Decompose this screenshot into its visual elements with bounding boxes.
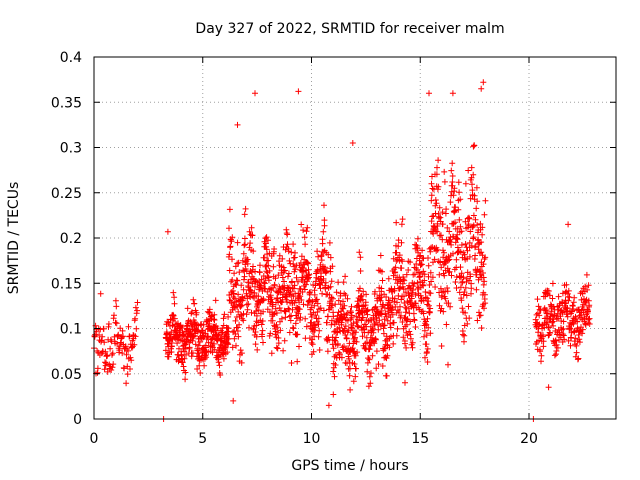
- y-tick-label: 0.15: [51, 276, 82, 292]
- y-tick-label: 0.4: [60, 50, 82, 66]
- x-tick-labels: 0 5 10 15 20: [90, 431, 538, 447]
- y-tick-label: 0.2: [60, 231, 82, 247]
- x-tick-label: 5: [198, 431, 207, 447]
- x-tick-label: 20: [520, 431, 538, 447]
- x-tick-label: 10: [303, 431, 321, 447]
- chart-title: Day 327 of 2022, SRMTID for receiver mal…: [195, 21, 504, 37]
- x-tick-label: 0: [90, 431, 99, 447]
- y-tick-label: 0.25: [51, 186, 82, 202]
- x-tick-label: 15: [411, 431, 429, 447]
- data-points: [91, 79, 593, 422]
- y-axis-label: SRMTID / TECUs: [6, 182, 22, 295]
- y-tick-labels: 0 0.05 0.1 0.15 0.2 0.25 0.3 0.35 0.4: [51, 50, 82, 428]
- scatter-markers: [91, 79, 593, 422]
- y-tick-label: 0.05: [51, 367, 82, 383]
- axis-ticks: [93, 56, 616, 420]
- y-tick-label: 0: [73, 412, 82, 428]
- y-tick-label: 0.35: [51, 95, 82, 111]
- y-tick-label: 0.3: [60, 141, 82, 157]
- y-tick-label: 0.1: [60, 322, 82, 338]
- x-axis-label: GPS time / hours: [291, 458, 408, 474]
